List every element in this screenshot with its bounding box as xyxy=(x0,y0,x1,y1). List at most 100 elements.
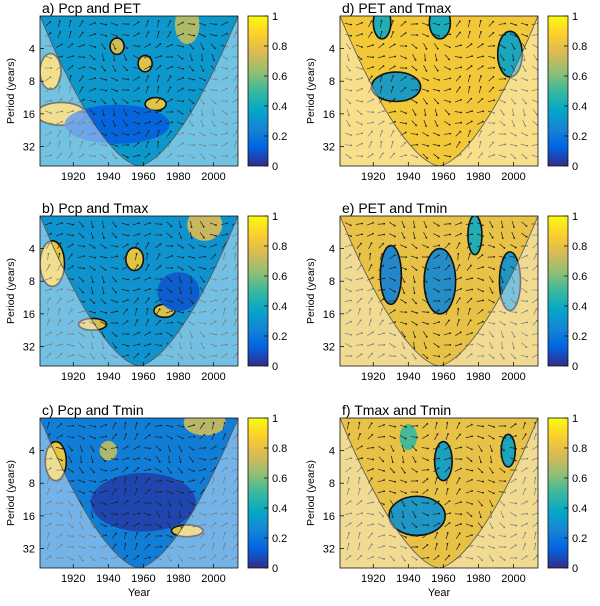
phase-arrow xyxy=(380,20,382,28)
phase-arrow xyxy=(432,245,440,247)
phase-arrowhead xyxy=(49,467,52,469)
phase-arrow xyxy=(144,434,150,440)
phase-arrow xyxy=(443,77,451,81)
phase-arrowhead xyxy=(382,43,385,45)
coherence-region-2 xyxy=(424,248,456,314)
phase-arrow xyxy=(210,309,216,315)
phase-arrowhead xyxy=(405,426,407,428)
phase-arrowhead xyxy=(383,479,385,481)
phase-arrow xyxy=(432,33,440,37)
phase-arrowhead xyxy=(458,477,461,480)
cone-of-influence xyxy=(340,16,538,166)
phase-arrowhead xyxy=(405,311,408,314)
phase-arrow xyxy=(143,557,151,559)
phase-arrowhead xyxy=(71,558,74,561)
phase-arrow xyxy=(487,266,495,270)
phase-arrowhead xyxy=(392,526,395,529)
phase-arrow xyxy=(520,33,528,37)
phase-arrowhead xyxy=(493,311,496,313)
phase-arrow xyxy=(110,311,118,313)
phase-arrowhead xyxy=(204,523,207,526)
phase-arrow xyxy=(154,344,162,346)
phase-arrow xyxy=(532,65,538,71)
phase-arrowhead xyxy=(160,545,163,548)
colorbar-tick-1: 1 xyxy=(272,11,278,23)
phase-arrowhead xyxy=(60,434,63,437)
phase-arrow xyxy=(466,511,472,517)
phase-arrow xyxy=(45,142,51,148)
phase-arrowhead xyxy=(215,89,218,92)
phase-arrow xyxy=(221,265,227,271)
colorbar-tick-0: 0 xyxy=(272,161,278,173)
phase-arrow xyxy=(466,265,472,271)
significance-contour-5 xyxy=(144,96,167,112)
phase-arrow xyxy=(443,133,451,135)
phase-arrow xyxy=(211,108,215,116)
phase-arrowhead xyxy=(403,236,406,239)
colorbar-tick-0.6: 0.6 xyxy=(572,271,587,283)
phase-arrow xyxy=(110,267,118,269)
phase-arrowhead xyxy=(471,525,473,527)
phase-arrowhead xyxy=(491,471,494,474)
phase-arrow xyxy=(176,121,184,125)
phase-arrowhead xyxy=(83,121,86,124)
phase-arrow xyxy=(132,513,140,515)
colorbar-tick-0: 0 xyxy=(572,161,578,173)
phase-arrowhead xyxy=(182,76,184,79)
phase-arrow xyxy=(220,332,228,336)
phase-arrowhead xyxy=(149,110,152,113)
phase-arrowhead xyxy=(182,480,184,483)
phase-arrowhead xyxy=(393,471,396,474)
phase-arrowhead xyxy=(50,45,53,47)
phase-arrowhead xyxy=(138,100,141,102)
phase-arrowhead xyxy=(383,545,385,547)
phase-arrowhead xyxy=(170,346,173,349)
y-tick-label-32: 32 xyxy=(323,141,335,153)
phase-arrow xyxy=(55,343,63,347)
phase-arrow xyxy=(143,121,151,125)
phase-arrow xyxy=(111,478,117,484)
phase-arrow xyxy=(522,43,526,49)
phase-arrow xyxy=(89,298,95,304)
phase-arrow xyxy=(487,154,495,158)
phase-arrow xyxy=(89,321,95,325)
phase-arrow xyxy=(154,480,162,482)
phase-arrow xyxy=(176,311,184,313)
phase-arrowhead xyxy=(436,477,438,479)
phase-arrow xyxy=(445,253,449,261)
phase-arrowhead xyxy=(115,225,117,228)
phase-arrow xyxy=(77,245,85,247)
y-tick-label-8: 8 xyxy=(329,76,335,88)
phase-arrowhead xyxy=(413,292,416,295)
y-tick-label-4: 4 xyxy=(329,44,335,56)
phase-arrowhead xyxy=(204,513,207,516)
phase-arrowhead xyxy=(372,446,375,449)
phase-arrow xyxy=(211,433,215,441)
phase-arrow xyxy=(233,319,237,327)
phase-arrowhead xyxy=(203,280,205,283)
phase-arrowhead xyxy=(193,490,196,493)
phase-arrow xyxy=(510,132,516,136)
phase-arrow xyxy=(134,488,138,496)
phase-arrowhead xyxy=(469,319,472,322)
phase-arrowhead xyxy=(72,535,75,538)
phase-arrow xyxy=(489,287,493,293)
phase-arrowhead xyxy=(225,500,228,503)
x-tick-label-1980: 1980 xyxy=(166,171,190,183)
phase-arrowhead xyxy=(70,152,73,155)
phase-arrow xyxy=(411,99,417,103)
phase-arrowhead xyxy=(415,247,418,249)
phase-arrowhead xyxy=(226,288,229,291)
phase-arrowhead xyxy=(80,461,83,464)
phase-arrowhead xyxy=(468,75,471,77)
phase-arrowhead xyxy=(405,492,407,495)
phase-arrow xyxy=(121,457,129,461)
phase-arrowhead xyxy=(223,421,226,424)
phase-arrow xyxy=(101,275,105,283)
phase-arrow xyxy=(188,43,194,49)
coherence-region-2 xyxy=(125,247,144,271)
phase-arrow xyxy=(121,222,129,226)
phase-arrowhead xyxy=(459,232,462,235)
phase-arrow xyxy=(80,510,82,518)
